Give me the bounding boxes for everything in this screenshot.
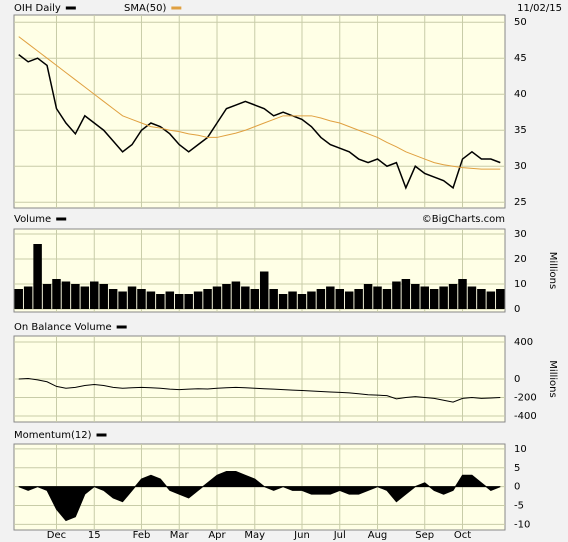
y-tick-label: 30 bbox=[514, 161, 527, 172]
volume-bar bbox=[108, 289, 118, 309]
volume-bar bbox=[127, 286, 137, 309]
y-axis-label: Millions bbox=[547, 360, 558, 397]
volume-bar bbox=[269, 289, 278, 309]
volume-bar bbox=[297, 294, 307, 309]
volume-bar bbox=[382, 289, 392, 309]
volume-bar bbox=[165, 291, 175, 309]
y-tick-label: -5 bbox=[514, 500, 524, 511]
legend-label: SMA(50) bbox=[124, 3, 166, 14]
volume-bar bbox=[42, 284, 52, 309]
plot-area bbox=[13, 14, 506, 209]
volume-bar bbox=[23, 286, 33, 309]
volume-bar bbox=[420, 286, 429, 309]
y-tick-label: 5 bbox=[514, 463, 520, 474]
volume-bar bbox=[137, 289, 146, 309]
volume-bar bbox=[363, 284, 373, 309]
x-tick-label: Jun bbox=[293, 530, 310, 541]
y-tick-label: 0 bbox=[514, 374, 520, 385]
series-area bbox=[18, 471, 501, 522]
legend-label: On Balance Volume bbox=[14, 322, 112, 333]
volume-bar bbox=[146, 291, 156, 309]
x-tick-label: Aug bbox=[368, 530, 388, 541]
volume-bar bbox=[458, 279, 467, 309]
y-tick-label: 45 bbox=[514, 53, 527, 64]
volume-bar bbox=[486, 291, 496, 309]
y-tick-label: 35 bbox=[514, 125, 527, 136]
y-tick-label: -10 bbox=[514, 519, 530, 530]
x-tick-label: Mar bbox=[170, 530, 190, 541]
volume-bar bbox=[156, 294, 165, 309]
series-line bbox=[18, 54, 501, 190]
legend-label: Volume bbox=[14, 214, 51, 225]
y-tick-label: 0 bbox=[514, 482, 520, 493]
volume-bar bbox=[61, 281, 71, 309]
volume-bar bbox=[71, 284, 80, 309]
x-tick-label: Dec bbox=[47, 530, 66, 541]
legend-label: OIH Daily bbox=[14, 3, 61, 14]
y-tick-label: 10 bbox=[514, 444, 527, 455]
volume-bar bbox=[288, 291, 297, 309]
volume-bar bbox=[496, 289, 505, 309]
volume-bar bbox=[250, 289, 260, 309]
x-tick-label: Apr bbox=[208, 530, 226, 541]
volume-bar bbox=[344, 291, 354, 309]
volume-bar bbox=[392, 281, 401, 309]
x-tick-label: Sep bbox=[415, 530, 434, 541]
y-tick-label: 10 bbox=[514, 279, 527, 290]
y-tick-label: 20 bbox=[514, 254, 527, 265]
x-tick-label: Jul bbox=[333, 530, 346, 541]
y-tick-label: -400 bbox=[514, 411, 537, 422]
y-axis-label: Millions bbox=[547, 252, 558, 289]
chart-date: 11/02/15 bbox=[517, 3, 562, 14]
volume-bar bbox=[52, 279, 61, 309]
y-tick-label: 30 bbox=[514, 229, 527, 240]
volume-bar bbox=[429, 289, 439, 309]
x-tick-label: 15 bbox=[88, 530, 101, 541]
x-tick-label: Feb bbox=[133, 530, 151, 541]
legend-label: Momentum(12) bbox=[14, 430, 92, 441]
volume-bar bbox=[231, 281, 241, 309]
y-tick-label: -200 bbox=[514, 392, 537, 403]
volume-bar bbox=[448, 284, 458, 309]
volume-bar bbox=[467, 286, 477, 309]
volume-bar bbox=[212, 286, 222, 309]
volume-bar bbox=[203, 289, 212, 309]
volume-bar bbox=[411, 284, 420, 309]
volume-bar bbox=[401, 279, 411, 309]
volume-bar bbox=[278, 294, 288, 309]
watermark: ©BigCharts.com bbox=[422, 214, 505, 225]
y-tick-label: 50 bbox=[514, 17, 527, 28]
y-tick-label: 40 bbox=[514, 89, 527, 100]
volume-bar bbox=[118, 291, 127, 309]
volume-bar bbox=[33, 244, 42, 309]
volume-bar bbox=[90, 281, 99, 309]
y-tick-label: 0 bbox=[514, 304, 520, 315]
x-tick-label: May bbox=[244, 530, 265, 541]
y-tick-label: 400 bbox=[514, 337, 533, 348]
volume-bar bbox=[477, 289, 486, 309]
volume-bar bbox=[193, 291, 203, 309]
volume-bar bbox=[99, 284, 108, 309]
volume-bar bbox=[354, 289, 363, 309]
volume-bar bbox=[174, 294, 184, 309]
volume-bar bbox=[439, 286, 448, 309]
series-line bbox=[18, 378, 501, 403]
volume-bar bbox=[307, 291, 316, 309]
y-tick-label: 25 bbox=[514, 197, 527, 208]
volume-bar bbox=[373, 286, 382, 309]
volume-bar bbox=[326, 286, 335, 309]
volume-bar bbox=[184, 294, 193, 309]
series-line bbox=[18, 36, 501, 170]
volume-bar bbox=[80, 286, 90, 309]
volume-bar bbox=[335, 289, 345, 309]
volume-bar bbox=[14, 289, 23, 309]
volume-bar bbox=[316, 289, 326, 309]
volume-bar bbox=[222, 284, 231, 309]
volume-bar bbox=[259, 271, 269, 309]
x-tick-label: Oct bbox=[454, 530, 471, 541]
volume-bar bbox=[241, 286, 250, 309]
